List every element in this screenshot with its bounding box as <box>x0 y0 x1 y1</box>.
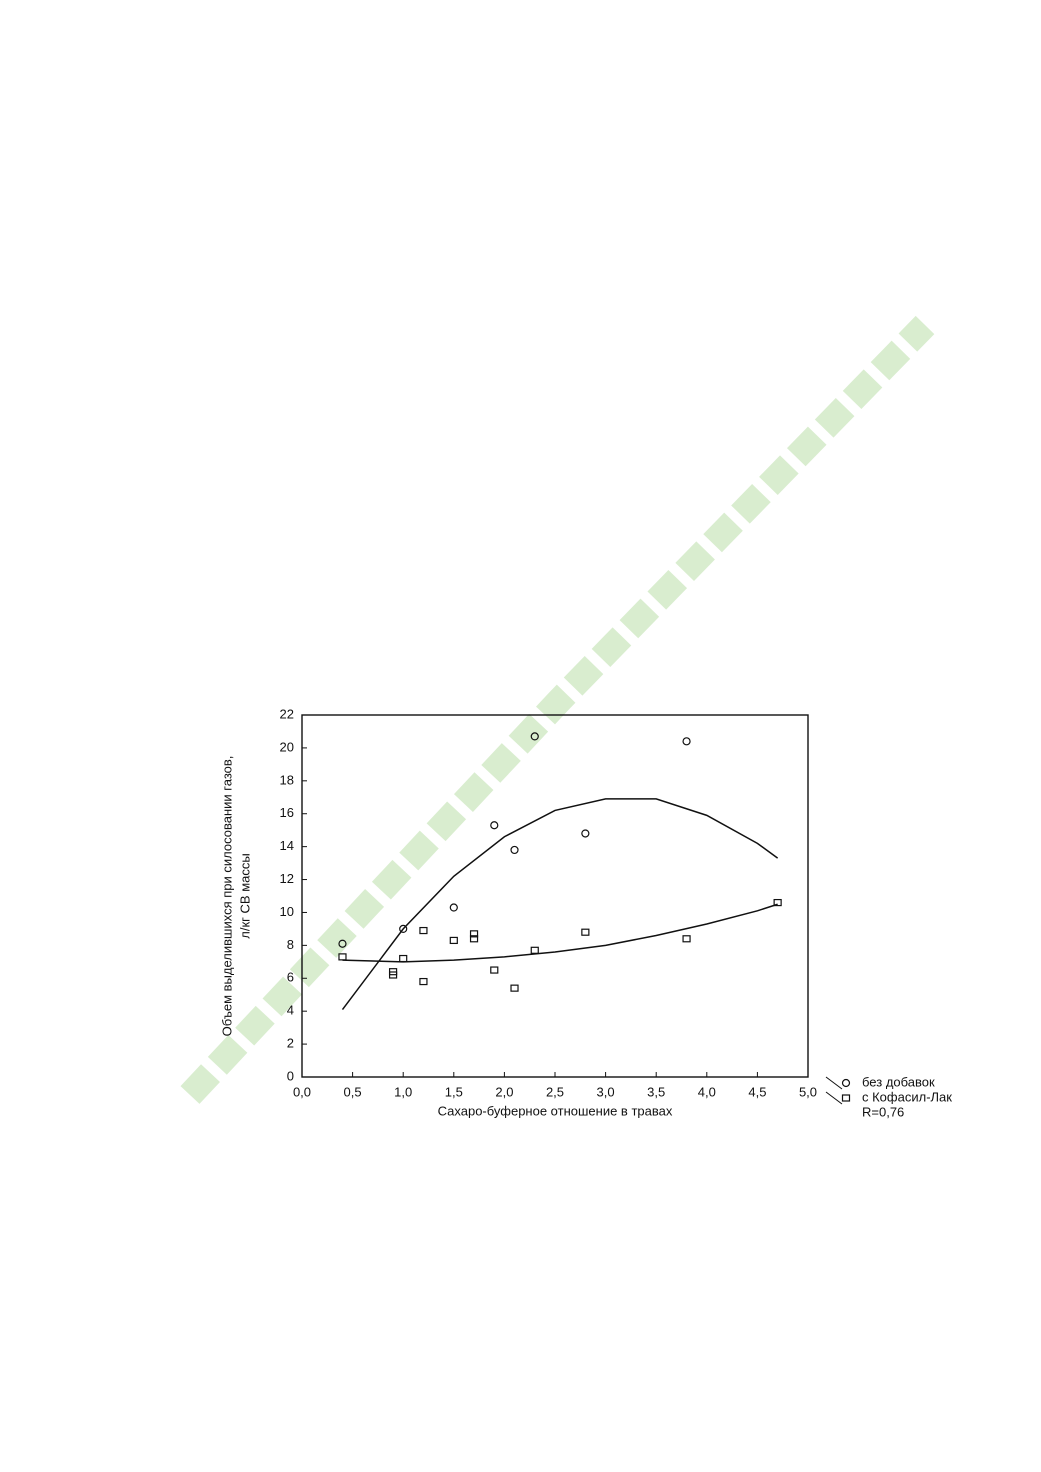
legend-marker <box>841 1094 851 1102</box>
point <box>530 732 539 741</box>
legend-line <box>825 1076 843 1090</box>
trend-line <box>342 903 778 963</box>
legend-marker <box>841 1078 851 1088</box>
point <box>399 924 408 934</box>
y-tick-label: 10 <box>280 904 294 919</box>
point <box>338 939 347 948</box>
trend-line <box>341 798 779 1010</box>
point <box>581 928 590 936</box>
point <box>338 953 347 961</box>
y-tick-label: 22 <box>280 706 294 721</box>
y-axis-label: л/кг СВ массы <box>237 853 252 938</box>
point <box>449 936 458 945</box>
y-tick-label: 18 <box>280 772 294 787</box>
x-tick-label: 3,0 <box>597 1084 615 1099</box>
y-tick-label: 20 <box>280 739 294 754</box>
y-tick-label: 0 <box>287 1068 294 1083</box>
point <box>682 935 691 943</box>
x-tick-label: 2,0 <box>495 1084 513 1099</box>
annotation: R=0,76 <box>862 1104 904 1119</box>
point <box>469 930 479 938</box>
point <box>388 971 398 979</box>
plot-frame <box>301 714 809 1078</box>
x-tick-label: 4,0 <box>698 1084 716 1099</box>
point <box>682 737 691 746</box>
y-tick-label: 12 <box>280 871 294 886</box>
point <box>581 829 590 838</box>
legend-line <box>825 1091 843 1105</box>
point <box>490 821 499 830</box>
watermark <box>180 315 935 1104</box>
x-tick-label: 0,5 <box>344 1084 362 1099</box>
point <box>530 946 539 954</box>
x-axis-label: Сахаро-буферное отношение в травах <box>438 1103 673 1118</box>
x-tick-label: 2,5 <box>546 1084 564 1099</box>
point <box>490 966 499 974</box>
y-tick-label: 4 <box>287 1003 294 1018</box>
x-tick-label: 3,5 <box>647 1084 665 1099</box>
y-tick-label: 6 <box>287 970 294 985</box>
x-tick-label: 5,0 <box>799 1084 817 1099</box>
point <box>510 845 519 855</box>
y-tick-label: 14 <box>280 838 294 853</box>
y-tick-label: 8 <box>287 937 294 952</box>
point <box>419 977 428 986</box>
legend-label: с Кофасил-Лак <box>862 1089 952 1104</box>
point <box>449 903 458 912</box>
point <box>399 954 408 963</box>
x-tick-label: 4,5 <box>748 1084 766 1099</box>
y-tick-label: 16 <box>280 805 294 820</box>
legend-label: без добавок <box>862 1074 935 1089</box>
x-tick-label: 0,0 <box>293 1084 311 1099</box>
y-axis-label: Объем выделившихся при силосовании газов… <box>219 756 234 1037</box>
point <box>419 926 428 935</box>
point <box>510 984 519 992</box>
point <box>469 935 479 943</box>
y-tick-label: 2 <box>287 1036 294 1051</box>
point <box>773 898 782 907</box>
x-tick-label: 1,5 <box>445 1084 463 1099</box>
x-tick-label: 1,0 <box>394 1084 412 1099</box>
